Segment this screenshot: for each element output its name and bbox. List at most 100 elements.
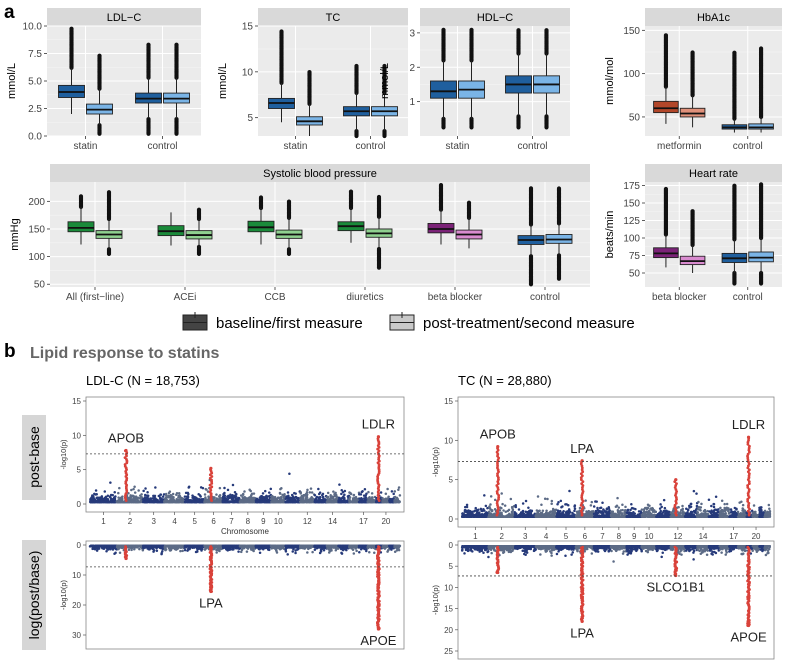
snp-point	[252, 492, 256, 495]
facet-strip	[50, 164, 590, 182]
snp-point	[516, 515, 520, 518]
snp-point	[310, 491, 314, 494]
outlier-point	[382, 63, 387, 69]
snp-point	[308, 500, 312, 504]
x-tick-label: 14	[328, 517, 337, 526]
snp-point	[197, 499, 200, 502]
y-tick-label: 10	[242, 67, 254, 78]
snp-point	[343, 493, 346, 496]
panel-b-title: Lipid response to statins	[30, 345, 219, 362]
snp-point	[241, 500, 244, 504]
snp-point	[205, 488, 208, 491]
snp-point	[361, 489, 364, 493]
snp-point	[553, 511, 556, 514]
snp-point	[188, 500, 192, 504]
y-axis-label: mmol/L	[6, 63, 18, 99]
snp-point	[485, 511, 488, 514]
facet-title: LDL−C	[107, 12, 142, 24]
y-tick-label: 0	[449, 515, 454, 524]
snp-point	[217, 495, 221, 498]
snp-point	[126, 496, 130, 500]
snp-point	[474, 506, 477, 510]
snp-point	[116, 500, 120, 504]
outlier-point	[469, 116, 474, 121]
snp-point	[332, 497, 335, 501]
outlier-point	[544, 114, 549, 119]
snp-point	[118, 500, 122, 504]
snp-point	[323, 497, 327, 501]
snp-point	[540, 503, 543, 507]
snp-point	[317, 496, 321, 499]
snp-point	[186, 496, 190, 499]
snp-point	[383, 498, 387, 501]
outlier-point	[732, 183, 737, 188]
snp-point	[334, 495, 337, 498]
outlier-point	[78, 194, 84, 199]
snp-point	[226, 488, 230, 492]
outlier-point	[286, 199, 292, 204]
box-metformin-post	[679, 50, 706, 128]
snp-point	[511, 507, 514, 510]
x-tick-label: 12	[303, 517, 312, 526]
snp-point	[161, 495, 165, 498]
outlier-point	[441, 116, 446, 121]
snp-point	[104, 499, 107, 502]
y-tick-label: 10	[444, 436, 453, 445]
outlier-point	[258, 195, 264, 200]
snp-point	[89, 500, 92, 504]
snp-point	[482, 507, 485, 511]
legend-label-baseline: baseline/first measure	[216, 315, 363, 332]
snp-point	[550, 499, 554, 503]
outlier-point	[758, 46, 764, 51]
snp-point	[227, 500, 231, 504]
snp-point	[215, 493, 218, 496]
y-axis-label: mmHg	[9, 218, 21, 250]
snp-point	[110, 498, 114, 501]
snp-point	[248, 488, 251, 491]
snp-point	[501, 502, 504, 506]
snp-point	[121, 500, 124, 504]
snp-point	[301, 496, 305, 500]
snp-point	[164, 496, 168, 499]
panel-a-label: a	[4, 2, 15, 23]
snp-point	[478, 515, 482, 518]
y-axis-label: mmol/L	[379, 63, 391, 99]
facet-title: Systolic blood pressure	[263, 168, 377, 180]
snp-point	[389, 497, 392, 501]
snp-point	[169, 500, 172, 504]
facet-title: HDL−C	[477, 12, 513, 24]
snp-point	[157, 494, 161, 498]
panel-b: b Lipid response to statins post-base lo…	[4, 341, 775, 660]
snp-point	[239, 494, 243, 497]
y-tick-label: 100	[623, 234, 640, 245]
snp-point	[279, 487, 282, 491]
snp-point	[121, 495, 124, 498]
y-axis-label: -log10(p)	[431, 446, 440, 477]
snp-point	[111, 493, 114, 497]
x-tick-label: metformin	[657, 141, 701, 152]
snp-point	[296, 498, 300, 502]
snp-point	[332, 490, 335, 493]
snp-point	[480, 509, 483, 512]
y-tick-label: 100	[623, 69, 640, 80]
gene-label: APOB	[108, 430, 144, 445]
x-tick-label: 17	[359, 517, 368, 526]
snp-point	[500, 492, 503, 495]
snp-point	[397, 486, 401, 489]
snp-point	[184, 491, 188, 495]
snp-point	[476, 512, 479, 516]
snp-point	[466, 514, 469, 518]
snp-point	[527, 506, 530, 510]
x-tick-label: 4	[172, 517, 177, 526]
snp-point	[549, 510, 552, 513]
x-tick-label: diuretics	[346, 292, 383, 303]
snp-point	[543, 515, 547, 518]
snp-point	[367, 490, 370, 494]
facet-title: Heart rate	[689, 168, 738, 180]
snp-point	[318, 491, 322, 494]
outlier-point	[663, 186, 669, 192]
snp-point	[98, 496, 101, 499]
snp-point	[511, 510, 514, 513]
snp-point	[463, 515, 466, 518]
